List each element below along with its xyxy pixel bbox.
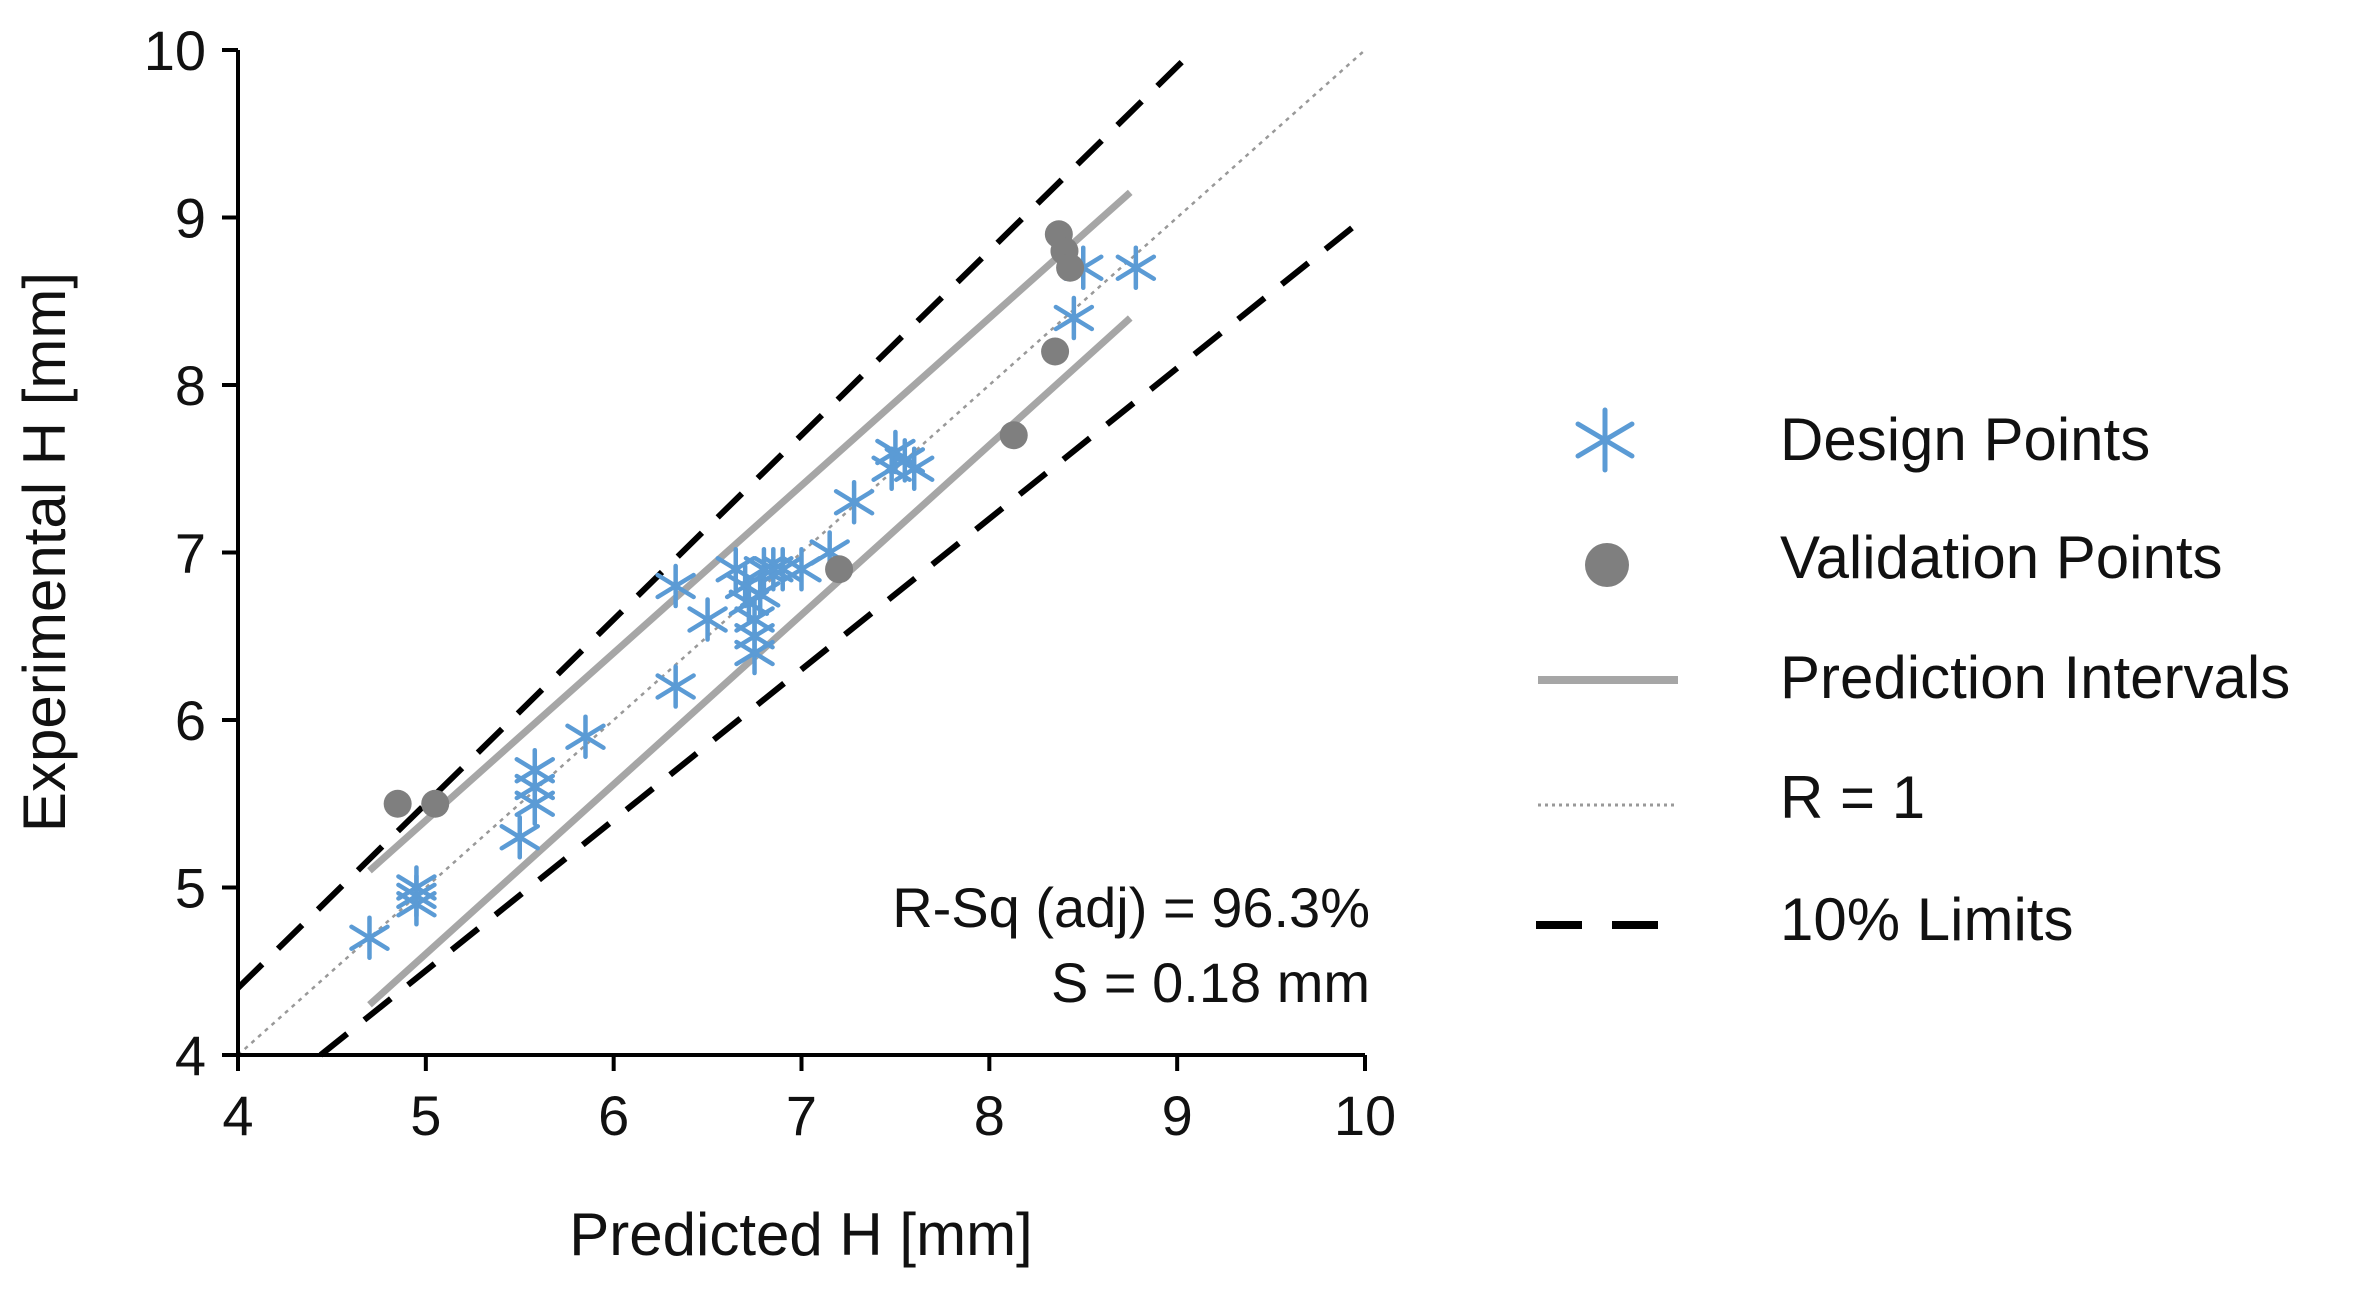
design-point [349,915,390,960]
x-tick-label: 5 [410,1084,441,1147]
design-point [1053,295,1095,341]
design-point [687,597,728,642]
design-point [781,547,822,592]
design-point [565,714,606,759]
design-point-stroke [809,539,850,566]
legend-validation-points-icon [1585,543,1629,587]
legend: Design Points Validation Points Predicti… [1536,406,2290,953]
y-tick-label: 10 [144,19,206,82]
x-tick-label: 6 [598,1084,629,1147]
design-point [1115,245,1157,290]
y-tick-label: 9 [175,187,206,250]
validation-point [999,421,1028,450]
y-tick-label: 5 [175,857,206,920]
design-point-stroke [833,489,875,516]
plot-points [349,220,1157,960]
design-point-stroke [687,606,728,633]
design-point-stroke [655,572,696,600]
x-axis-title: Predicted H [mm] [569,1201,1032,1268]
design-point-stroke [499,824,540,851]
x-tick-label: 7 [786,1084,817,1147]
design-point-stroke [762,556,803,583]
design-point-stroke [349,924,390,951]
design-point [655,563,696,609]
design-point-stroke [565,723,606,750]
design-point [514,748,556,793]
validation-point [1056,253,1085,282]
y-tick-label: 6 [175,689,206,752]
design-point-stroke [1115,254,1157,281]
design-point-stroke [514,757,556,784]
legend-label-design-points: Design Points [1780,406,2150,473]
y-tick-label: 7 [175,522,206,585]
design-point-stroke [893,455,935,482]
y-tick-label: 8 [175,354,206,417]
design-point [396,873,437,919]
ticks: 4 5 6 7 8 9 10 4 5 6 7 8 9 10 [144,19,1396,1147]
prediction-interval-line [367,189,1133,874]
design-point-stroke [396,882,437,910]
legend-label-r1: R = 1 [1780,764,1925,831]
y-axis-title: Experimental H [mm] [11,272,78,832]
x-tick-label: 10 [1334,1084,1396,1147]
x-tick-label: 9 [1162,1084,1193,1147]
design-point-stroke [743,556,785,583]
validation-point [421,789,450,818]
design-point [762,547,803,592]
legend-design-points-icon [1575,407,1635,473]
design-point [833,480,875,525]
y-tick-label: 4 [175,1024,206,1087]
design-point [499,815,540,860]
legend-label-limits: 10% Limits [1780,886,2073,953]
r-squared-annotation: R-Sq (adj) = 96.3% [892,876,1370,939]
validation-point [383,789,412,818]
design-point-stroke [655,673,696,700]
legend-label-validation-points: Validation Points [1780,524,2223,591]
design-point-stroke [1053,304,1095,332]
x-tick-label: 8 [974,1084,1005,1147]
design-point [743,547,785,592]
x-tick-label: 4 [222,1084,253,1147]
validation-point [825,555,854,584]
design-point [893,446,935,491]
legend-label-prediction-intervals: Prediction Intervals [1780,644,2290,711]
design-point [734,630,775,676]
validation-point [1041,337,1070,366]
s-annotation: S = 0.18 mm [1051,951,1370,1014]
limit-line [235,47,1197,991]
design-point-stroke [734,639,775,667]
design-point [655,664,696,709]
